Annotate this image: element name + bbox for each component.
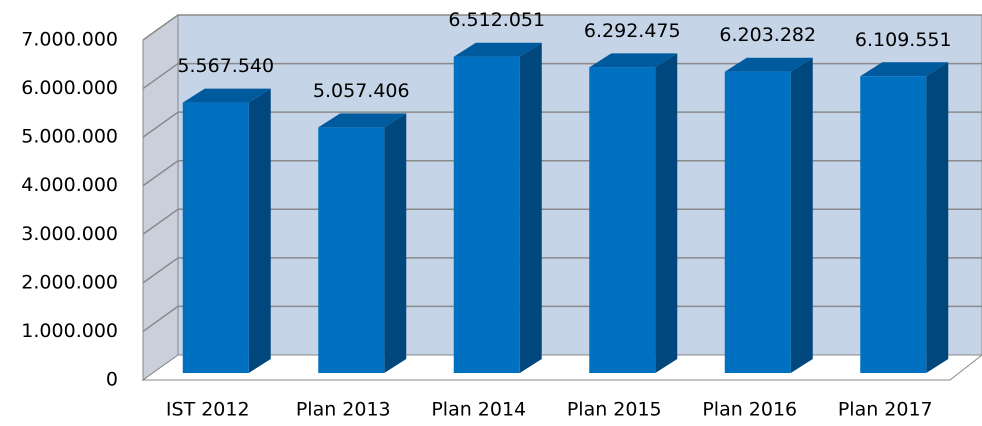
grid-line <box>142 111 982 138</box>
bar-top <box>453 42 542 57</box>
x-tick-label: Plan 2014 <box>431 399 526 421</box>
grid-line <box>142 208 982 235</box>
bar <box>318 127 385 373</box>
y-tick-label: 6.000.000 <box>21 77 118 99</box>
value-label: 6.512.051 <box>448 9 545 31</box>
bar-side <box>926 62 949 374</box>
x-tick-label: Plan 2017 <box>838 399 933 421</box>
x-tick-label: Plan 2013 <box>296 399 391 421</box>
y-tick-label: 2.000.000 <box>21 271 118 293</box>
x-tick-label: Plan 2016 <box>702 399 797 421</box>
bar-top <box>860 62 949 77</box>
bar-top <box>182 88 271 103</box>
value-label: 5.057.406 <box>313 80 410 102</box>
value-label: 6.203.282 <box>719 24 816 46</box>
bar-side <box>248 88 271 373</box>
y-tick-label: 5.000.000 <box>21 126 118 148</box>
bar-top <box>724 57 813 72</box>
bar-side <box>519 42 542 373</box>
bar-side <box>790 57 813 374</box>
x-tick-label: Plan 2015 <box>567 399 662 421</box>
value-label: 6.292.475 <box>584 20 681 42</box>
y-tick-label: 4.000.000 <box>21 174 118 196</box>
bar <box>453 56 520 373</box>
bar-top <box>589 53 678 68</box>
x-tick-label: IST 2012 <box>166 399 250 421</box>
bar <box>724 71 791 374</box>
value-label: 5.567.540 <box>177 55 274 77</box>
bar-top <box>318 113 407 128</box>
y-tick-label: 3.000.000 <box>21 223 118 245</box>
bar <box>589 67 656 373</box>
y-tick-label: 7.000.000 <box>21 29 118 51</box>
grid-line <box>142 305 982 333</box>
y-tick-label: 1.000.000 <box>21 320 118 342</box>
bar-side <box>655 53 678 373</box>
grid-line <box>142 14 982 41</box>
bar <box>860 76 927 374</box>
side-wall <box>142 14 179 381</box>
grid-line <box>142 257 982 284</box>
bar-side <box>384 113 407 374</box>
grid-line <box>142 62 982 90</box>
value-label: 6.109.551 <box>855 29 952 51</box>
y-tick-label: 0 <box>106 369 118 391</box>
bar <box>182 102 249 373</box>
grid-line <box>142 159 982 187</box>
